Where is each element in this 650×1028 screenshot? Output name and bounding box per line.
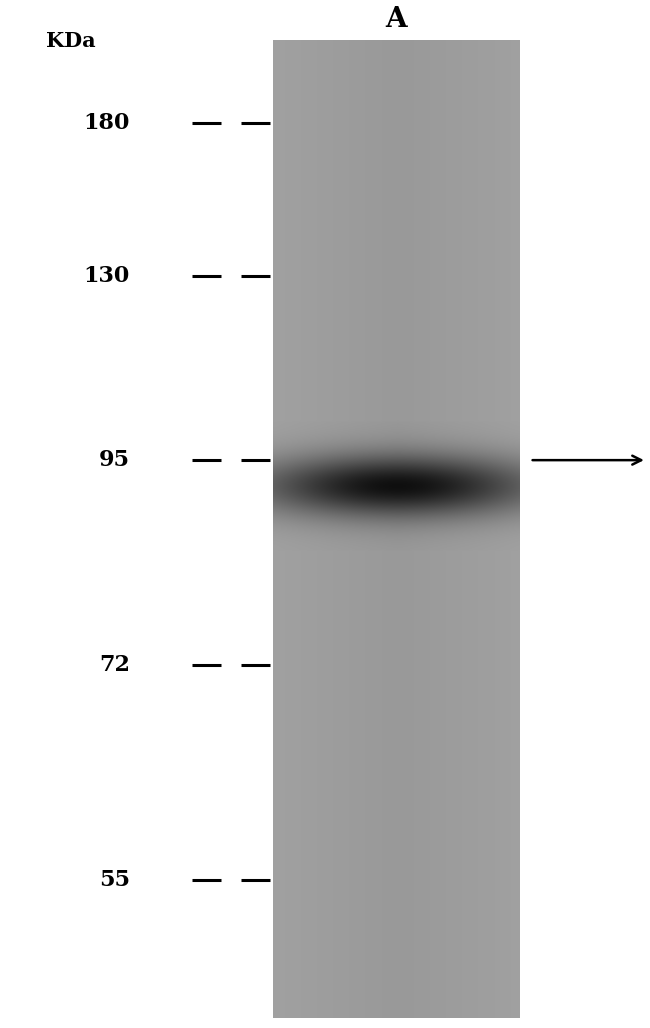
Text: 95: 95 [99,449,130,471]
Text: 72: 72 [99,654,130,675]
Text: 180: 180 [84,111,130,134]
Text: A: A [385,6,408,34]
Text: KDa: KDa [46,31,95,50]
Text: 130: 130 [84,265,130,287]
Text: 55: 55 [99,869,130,890]
